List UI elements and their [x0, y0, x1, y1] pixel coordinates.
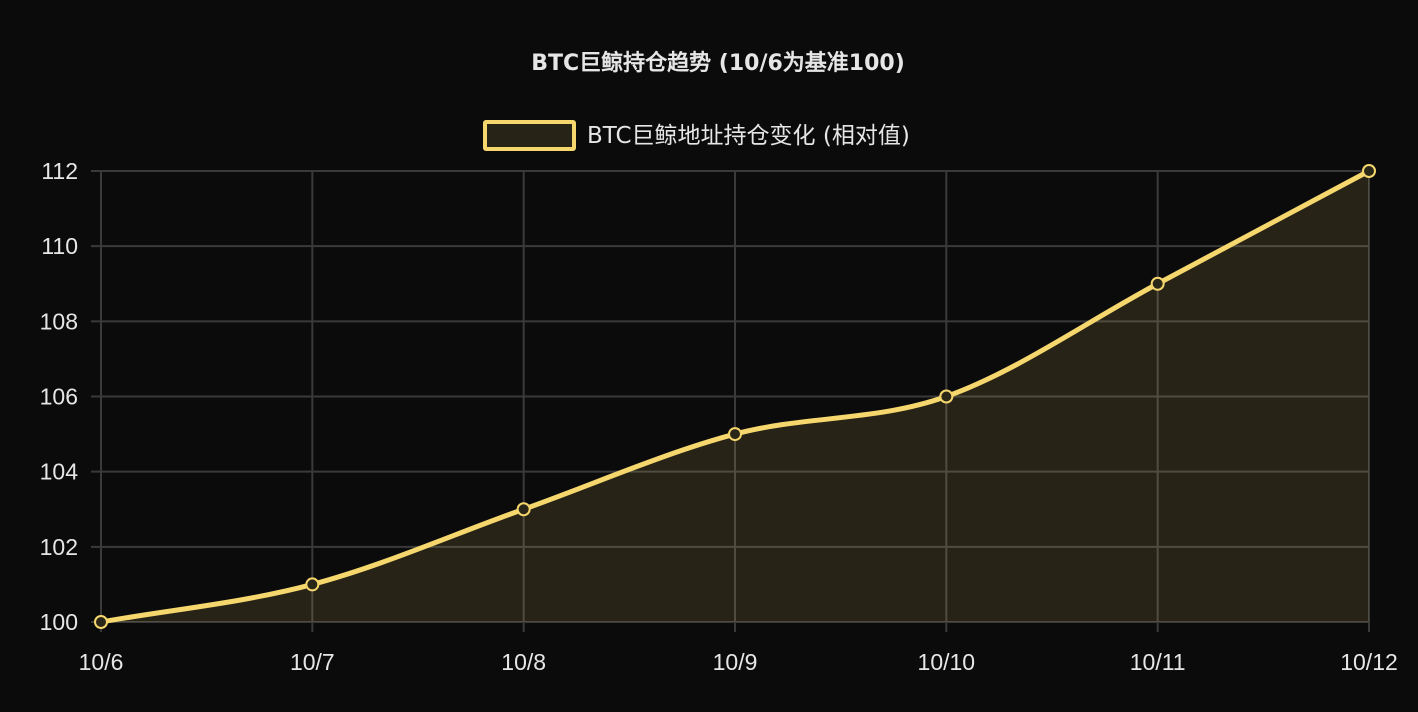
- x-axis-ticks: 10/6 10/7 10/8 10/9 10/10 10/11 10/12: [79, 649, 1398, 675]
- data-point[interactable]: [516, 502, 531, 517]
- y-tick-label: 110: [41, 233, 78, 259]
- y-axis-ticks: 100 102 104 106 108 110 112: [40, 158, 79, 635]
- x-tick-label: 10/7: [290, 649, 335, 675]
- data-point[interactable]: [94, 615, 108, 629]
- data-point[interactable]: [1362, 164, 1376, 178]
- x-tick-label: 10/9: [713, 649, 758, 675]
- x-tick-label: 10/8: [501, 649, 546, 675]
- y-tick-label: 106: [40, 384, 78, 410]
- x-tick-label: 10/11: [1130, 649, 1186, 675]
- grid: [91, 170, 1370, 632]
- y-tick-label: 100: [40, 609, 78, 635]
- y-tick-label: 108: [40, 308, 78, 334]
- data-points: [94, 164, 1376, 629]
- chart-title: BTC巨鲸持仓趋势 (10/6为基准100): [531, 50, 905, 76]
- x-tick-label: 10/10: [918, 649, 976, 675]
- legend-swatch: [483, 120, 576, 151]
- legend[interactable]: BTC巨鲸地址持仓变化 (相对值): [483, 120, 910, 151]
- series-area-fill: [101, 171, 1369, 622]
- data-point[interactable]: [1150, 276, 1165, 291]
- data-point[interactable]: [939, 389, 954, 404]
- legend-label: BTC巨鲸地址持仓变化 (相对值): [587, 123, 910, 149]
- y-tick-label: 112: [41, 158, 78, 184]
- data-point[interactable]: [305, 577, 320, 592]
- data-point[interactable]: [728, 427, 742, 442]
- x-tick-label: 10/12: [1340, 649, 1398, 675]
- y-tick-label: 102: [40, 534, 78, 560]
- y-tick-label: 104: [40, 459, 79, 485]
- x-tick-label: 10/6: [79, 649, 124, 675]
